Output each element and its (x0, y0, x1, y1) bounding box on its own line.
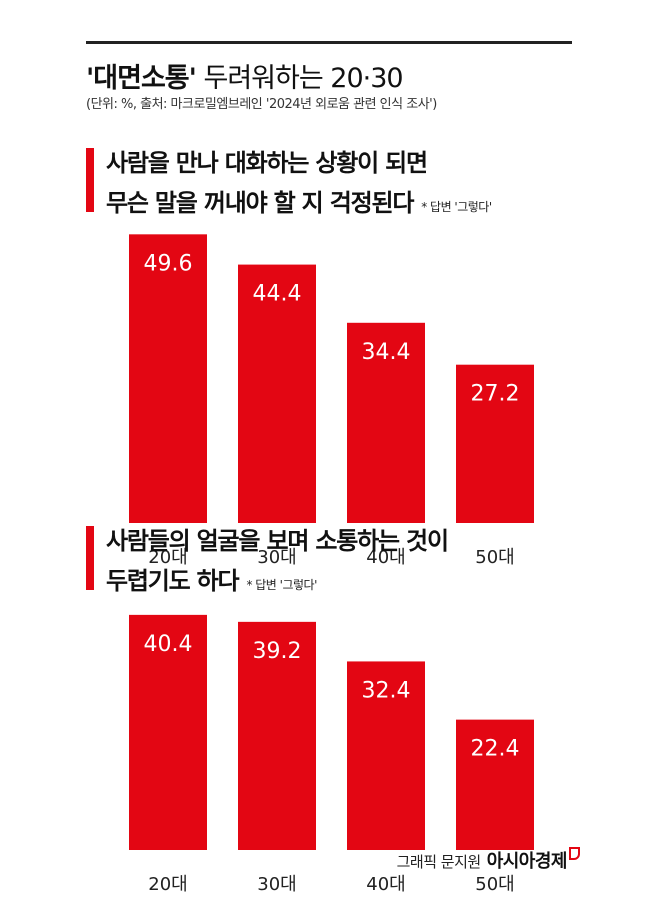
bar-chart-2: 40.4 20대 39.2 30대 32.4 40대 22.4 50대 (129, 614, 534, 895)
category-label: 30대 (257, 874, 296, 895)
page-title: '대면소통' 두려워하는 20·30 (86, 56, 404, 95)
category-label: 50대 (475, 874, 514, 895)
title-rest: 두려워하는 20·30 (195, 63, 403, 94)
category-label: 20대 (148, 874, 187, 895)
title-quoted: '대면소통' (86, 63, 197, 94)
section-accent-bar (86, 148, 94, 212)
brand-logo: 아시아경제 (486, 851, 568, 872)
bar-30대 (238, 264, 316, 523)
value-label: 27.2 (471, 382, 520, 407)
bar-30대 (238, 621, 316, 850)
bar-40대 (347, 322, 425, 523)
brand-mark-icon (569, 847, 580, 860)
value-label: 32.4 (362, 678, 411, 703)
chart-1-title-line-2: 무슨 말을 꺼내야 할 지 걱정된다 * 답변 '그렇다' (106, 183, 492, 227)
bar-50대 (456, 364, 534, 523)
chart-2-title-line-1: 사람들의 얼굴을 보며 소통하는 것이 (106, 527, 449, 555)
chart-2-title-line-2: 두렵기도 하다 * 답변 '그렇다' (106, 561, 317, 605)
chart-2-title-line-2-text: 두렵기도 하다 (106, 567, 240, 595)
bar-50대 (456, 719, 534, 850)
chart-1-title-line-2-text: 무슨 말을 꺼내야 할 지 걱정된다 (106, 189, 414, 217)
value-label: 22.4 (471, 737, 520, 762)
value-label: 49.6 (144, 251, 193, 276)
value-label: 40.4 (144, 632, 193, 657)
value-label: 44.4 (253, 282, 302, 307)
category-label: 20대 (148, 547, 187, 568)
category-label: 40대 (366, 547, 405, 568)
chart-1-title-line-1: 사람을 만나 대화하는 상황이 되면 (106, 149, 428, 177)
value-label: 34.4 (362, 340, 411, 365)
category-label: 40대 (366, 874, 405, 895)
bar-40대 (347, 661, 425, 850)
bar-20대 (129, 234, 207, 523)
value-label: 39.2 (253, 639, 302, 664)
source-note: (단위: %, 출처: 마크로밀엠브레인 '2024년 외로움 관련 인식 조사… (86, 97, 437, 112)
bar-20대 (129, 614, 207, 850)
section-accent-bar (86, 526, 94, 590)
category-label: 50대 (475, 547, 514, 568)
footer-credit: 그래픽 문지원 아시아경제 (397, 847, 580, 873)
chart-2-note: * 답변 '그렇다' (246, 578, 317, 592)
chart-1-note: * 답변 '그렇다' (421, 200, 492, 214)
graphic-credit: 그래픽 문지원 (396, 853, 482, 871)
category-label: 30대 (257, 547, 296, 568)
bar-chart-1: 49.6 20대 44.4 30대 34.4 40대 27.2 50대 (129, 234, 534, 568)
top-rule (86, 41, 572, 44)
